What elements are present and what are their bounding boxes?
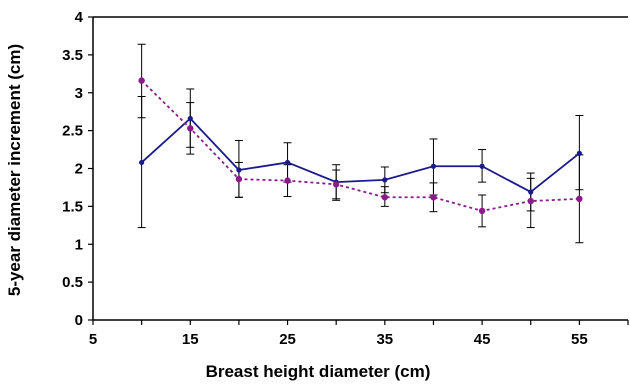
series-line-1 xyxy=(141,117,580,194)
x-tick-label: 25 xyxy=(279,331,296,348)
x-tick-label: 15 xyxy=(182,331,199,348)
x-axis-title: Breast height diameter (cm) xyxy=(206,362,431,381)
x-tick-label: 35 xyxy=(376,331,393,348)
series-2-point xyxy=(284,177,291,184)
series-markers xyxy=(138,77,583,215)
series-1-point xyxy=(284,159,291,166)
series-1-point xyxy=(430,163,437,169)
y-axis-title: 5-year diameter increment (cm) xyxy=(5,44,24,296)
series-2-point xyxy=(576,195,583,202)
series-1-point xyxy=(528,189,534,195)
y-tick-label: 3 xyxy=(75,85,83,102)
series-1-point xyxy=(479,163,485,169)
ticks: 00.511.522.533.545 15 25 35 45 55 xyxy=(62,9,629,348)
series-2-point xyxy=(332,181,340,188)
series-2-point xyxy=(235,175,243,183)
series-2-point xyxy=(430,194,437,201)
series-2-point xyxy=(527,197,534,205)
series-1-point xyxy=(236,167,242,173)
y-tick-label: 1 xyxy=(75,236,83,253)
series-1-point xyxy=(187,115,193,122)
y-tick-label: 2 xyxy=(75,161,83,178)
series-2-point xyxy=(187,125,194,132)
series-2-point xyxy=(381,194,389,201)
y-tick-label: 1.5 xyxy=(62,198,83,215)
axes xyxy=(92,16,628,321)
series-2-point xyxy=(478,207,486,215)
series-1-point xyxy=(382,177,388,183)
y-tick-label: 0 xyxy=(75,312,83,329)
error-bars xyxy=(137,43,584,244)
series-lines xyxy=(141,79,580,212)
x-tick-label: 45 xyxy=(474,331,491,348)
series-1-point xyxy=(576,150,582,156)
x-tick-label: 55 xyxy=(571,331,588,348)
y-tick-label: 0.5 xyxy=(62,274,83,291)
x-tick-label: 5 xyxy=(89,331,97,348)
y-tick-label: 2.5 xyxy=(62,123,83,140)
y-tick-label: 4 xyxy=(75,9,84,26)
series-2-point xyxy=(138,77,145,84)
y-tick-label: 3.5 xyxy=(62,47,83,64)
series-line-2 xyxy=(141,79,580,212)
series-1-point xyxy=(139,159,145,166)
